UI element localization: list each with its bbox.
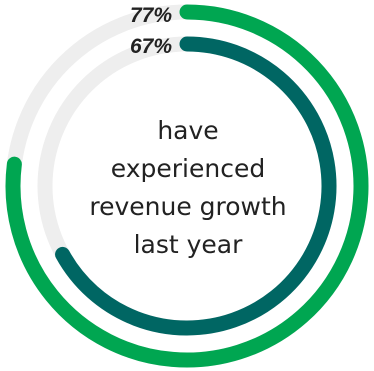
center-line-2: experienced bbox=[110, 154, 266, 183]
center-label: have experienced revenue growth last yea… bbox=[70, 112, 306, 264]
rings-group bbox=[5, 4, 369, 368]
inner-percent-label: 67% bbox=[130, 35, 172, 58]
outer-percent-label: 77% bbox=[130, 4, 172, 27]
center-line-3: revenue growth bbox=[89, 192, 287, 221]
center-line-1: have bbox=[157, 116, 219, 145]
inner-ring-arc bbox=[55, 36, 337, 336]
center-line-4: last year bbox=[133, 230, 243, 259]
outer-ring-arc bbox=[5, 4, 369, 368]
